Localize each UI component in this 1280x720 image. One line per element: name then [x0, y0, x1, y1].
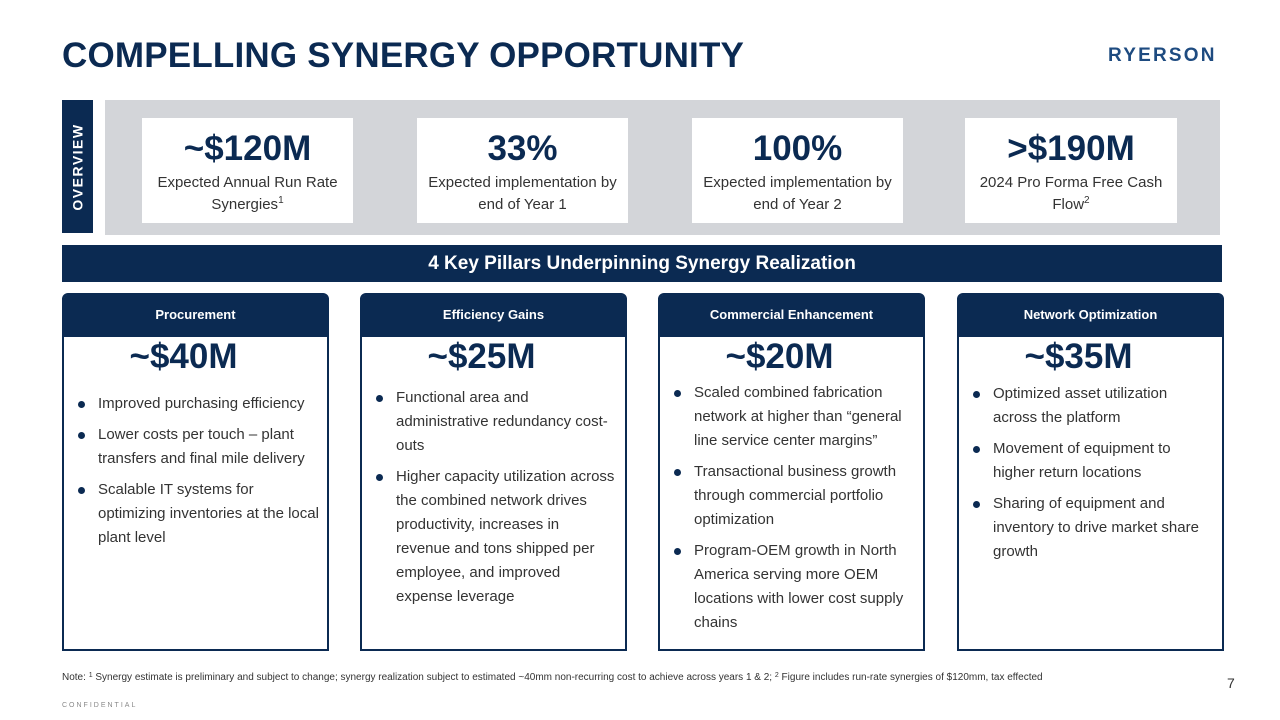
confidential-label: CONFIDENTIAL	[62, 702, 138, 709]
pillar-value: ~$20M	[725, 337, 834, 376]
kpi-value: ~$120M	[183, 129, 312, 168]
pillar-bullets: Optimized asset utilization across the p…	[959, 382, 1222, 564]
pillars-heading: 4 Key Pillars Underpinning Synergy Reali…	[62, 245, 1222, 282]
kpi-year2-implementation: 100% Expected implementation by end of Y…	[692, 118, 903, 223]
bullet-item: Scaled combined fabrication network at h…	[674, 381, 921, 453]
pillar-header: Network Optimization	[959, 295, 1222, 337]
page-title: COMPELLING SYNERGY OPPORTUNITY	[62, 36, 745, 75]
pillar-card-commercial-enhancement: Commercial Enhancement ~$20M Scaled comb…	[658, 293, 925, 651]
kpi-value: 100%	[752, 129, 843, 168]
bullet-item: Scalable IT systems for optimizing inven…	[78, 478, 319, 550]
pillar-bullets: Improved purchasing efficiency Lower cos…	[64, 392, 327, 550]
pillar-bullets: Scaled combined fabrication network at h…	[660, 381, 923, 635]
pillar-value: ~$35M	[1024, 337, 1133, 376]
pillar-card-efficiency-gains: Efficiency Gains ~$25M Functional area a…	[360, 293, 627, 651]
kpi-description: Expected implementation by end of Year 2	[703, 174, 892, 213]
pillar-header: Procurement	[64, 295, 327, 337]
bullet-item: Transactional business growth through co…	[674, 460, 921, 532]
footnote: Note: 1 Synergy estimate is preliminary …	[62, 672, 1043, 683]
bullet-item: Optimized asset utilization across the p…	[973, 382, 1214, 430]
overview-tab: OVERVIEW	[62, 100, 93, 233]
kpi-free-cash-flow: >$190M 2024 Pro Forma Free Cash Flow2	[965, 118, 1177, 223]
pillar-header: Commercial Enhancement	[660, 295, 923, 337]
pillar-value: ~$25M	[427, 337, 536, 376]
kpi-year1-implementation: 33% Expected implementation by end of Ye…	[417, 118, 628, 223]
pillar-bullets: Functional area and administrative redun…	[362, 386, 625, 609]
kpi-description: Expected Annual Run Rate Synergies1	[157, 174, 338, 213]
pillar-header: Efficiency Gains	[362, 295, 625, 337]
pillar-card-network-optimization: Network Optimization ~$35M Optimized ass…	[957, 293, 1224, 651]
kpi-run-rate-synergies: ~$120M Expected Annual Run Rate Synergie…	[142, 118, 353, 223]
bullet-item: Sharing of equipment and inventory to dr…	[973, 492, 1214, 564]
bullet-item: Higher capacity utilization across the c…	[376, 465, 617, 609]
kpi-value: 33%	[487, 129, 558, 168]
pillar-value: ~$40M	[129, 337, 238, 376]
bullet-item: Lower costs per touch – plant transfers …	[78, 423, 319, 471]
bullet-item: Movement of equipment to higher return l…	[973, 437, 1214, 485]
kpi-description: Expected implementation by end of Year 1	[428, 174, 617, 213]
bullet-item: Improved purchasing efficiency	[78, 392, 319, 416]
page-number: 7	[1227, 675, 1235, 691]
kpi-description: 2024 Pro Forma Free Cash Flow2	[979, 174, 1163, 213]
ryerson-logo: RYERSON	[1108, 45, 1217, 66]
pillar-card-procurement: Procurement ~$40M Improved purchasing ef…	[62, 293, 329, 651]
overview-label: OVERVIEW	[69, 122, 86, 211]
kpi-value: >$190M	[1007, 129, 1135, 168]
bullet-item: Functional area and administrative redun…	[376, 386, 617, 458]
bullet-item: Program-OEM growth in North America serv…	[674, 539, 921, 635]
